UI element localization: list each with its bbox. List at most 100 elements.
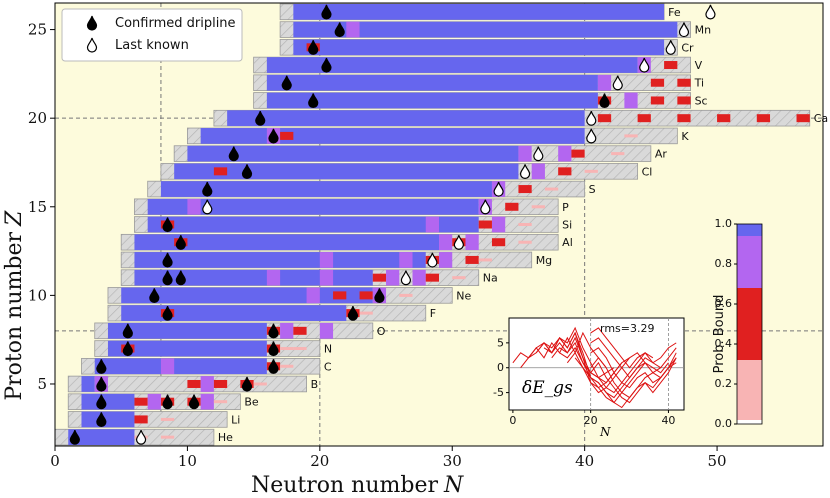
confirmed-dripline-icon <box>122 323 133 339</box>
inset-ylabel: δE_gs <box>522 378 573 398</box>
element-symbol-mn: Mn <box>695 24 711 37</box>
isotope-cell-likely <box>386 269 400 286</box>
y-axis-label-var: Z <box>2 210 27 227</box>
x-axis-label-var: N <box>443 473 464 498</box>
element-symbol-f: F <box>430 307 436 320</box>
isotope-cell-unlikely <box>372 273 387 282</box>
element-symbol-na: Na <box>483 272 498 285</box>
last-known-icon <box>135 429 147 445</box>
inset-y-tick-label: 5 <box>497 336 504 349</box>
confirmed-dripline-icon <box>268 341 279 357</box>
confirmed-dripline-icon <box>149 288 160 303</box>
legend-last-known-label: Last known <box>115 38 189 53</box>
isotope-cell-lowprob <box>544 187 559 191</box>
element-row-al <box>120 233 559 251</box>
isotope-cell-likely <box>319 269 334 286</box>
isotope-cell-unlikely <box>293 326 307 335</box>
isotope-cell-unlikely <box>425 273 439 282</box>
legend-box <box>61 8 243 62</box>
confirmed-dripline-icon <box>281 75 292 91</box>
legend-confirmed-label: Confirmed dripline <box>115 16 236 31</box>
element-symbol-ti: Ti <box>694 77 704 90</box>
bound-region <box>200 128 585 144</box>
x-tick-label: 20 <box>310 452 329 470</box>
bound-region <box>147 216 479 233</box>
last-known-icon <box>202 199 213 215</box>
bound-region <box>227 110 585 127</box>
confirmed-dripline-icon <box>175 235 186 250</box>
isotope-cell-unlikely <box>518 185 532 194</box>
dripline-markers <box>69 4 716 445</box>
x-tick-label: 40 <box>575 452 594 470</box>
isotope-cell-unlikely <box>571 149 585 158</box>
y-tick-label: 5 <box>37 375 47 393</box>
last-known-icon <box>678 22 690 38</box>
element-symbol-al: Al <box>562 236 573 249</box>
isotope-cell-likely <box>597 74 612 91</box>
element-symbol-v: V <box>695 59 703 72</box>
bound-region <box>293 39 665 56</box>
element-row-ne <box>107 287 453 304</box>
last-known-icon <box>665 40 676 55</box>
element-symbol-ar: Ar <box>655 148 668 161</box>
element-row-li <box>67 411 228 428</box>
last-known-icon <box>519 164 531 179</box>
isotope-cell-unlikely <box>664 61 678 70</box>
legend: Confirmed dripline Last known <box>61 8 243 62</box>
colorbar-tick-label: 0.2 <box>715 377 733 390</box>
bound-region <box>81 376 95 392</box>
colorbar-tick-label: 1.0 <box>715 217 733 230</box>
isotope-cell-unlikely <box>491 238 506 247</box>
isotope-cell-lowprob <box>293 347 307 351</box>
y-axis-ticks: 5 10 15 20 25 <box>28 21 55 393</box>
colorbar-tick-label: 0.8 <box>715 257 733 270</box>
inset-rms-annotation: rms=3.29 <box>600 322 654 335</box>
last-known-icon <box>639 57 650 73</box>
element-row-s <box>147 180 586 198</box>
inset-y-tick-label: -5 <box>493 386 504 399</box>
confirmed-dripline-icon <box>122 341 133 357</box>
isotope-cell-unlikely <box>213 167 228 176</box>
inset-y-tick-label: 0 <box>497 361 504 374</box>
element-symbol-he: He <box>218 431 233 444</box>
confirmed-dripline-icon <box>188 394 200 410</box>
inset-series-line <box>590 356 677 399</box>
colorbar-segment <box>737 360 762 420</box>
y-axis-label: Proton number Z <box>2 210 27 401</box>
isotope-cell-lowprob <box>253 382 267 386</box>
element-symbol-si: Si <box>562 219 572 232</box>
confirmed-dripline-icon <box>241 164 253 179</box>
bound-region <box>266 74 598 91</box>
confirmed-dripline-icon <box>96 359 107 374</box>
confirmed-drop-icon <box>86 15 98 31</box>
element-row-cr <box>279 39 678 56</box>
last-known-icon <box>705 4 716 20</box>
inset-x-tick-label: 40 <box>661 414 675 427</box>
isotope-cell-lowprob <box>584 169 598 173</box>
colorbar-segment <box>737 420 762 424</box>
confirmed-dripline-icon <box>268 359 279 374</box>
confirmed-dripline-icon <box>162 394 173 410</box>
x-axis-ticks: 0 10 20 30 40 50 <box>50 446 727 470</box>
inset-series-line <box>566 351 669 404</box>
bound-region <box>68 429 135 445</box>
confirmed-dripline-icon <box>334 22 345 38</box>
last-known-icon <box>480 199 491 215</box>
last-known-icon <box>533 146 544 162</box>
legend-last-known-drop <box>86 37 98 53</box>
confirmed-dripline-icon <box>321 4 332 20</box>
element-symbol-be: Be <box>244 396 259 409</box>
colorbar-tick-label: 0.4 <box>715 337 733 350</box>
isotope-cell-lowprob <box>624 134 638 138</box>
isotope-cell-lowprob <box>359 311 373 315</box>
isotope-cell-unlikely <box>134 397 148 406</box>
isotope-cell-lowprob <box>611 152 625 156</box>
bound-region <box>107 340 267 357</box>
last-known-drop-icon <box>86 37 98 53</box>
bound-region <box>266 92 598 109</box>
isotope-cell-likely <box>491 216 506 233</box>
isotope-cell-lowprob <box>452 276 466 280</box>
isotope-cell-likely <box>266 269 281 286</box>
element-row-mn <box>279 21 691 38</box>
